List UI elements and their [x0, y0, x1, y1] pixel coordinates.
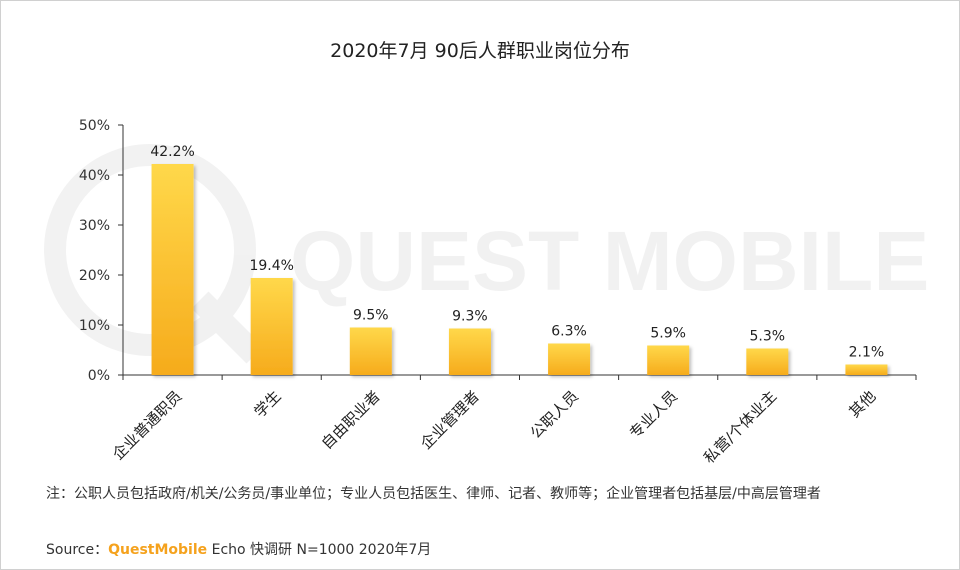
- x-tick-label: 学生: [251, 387, 285, 421]
- bar: [548, 343, 591, 375]
- x-tick-label: 自由职业者: [318, 387, 384, 453]
- y-tick-label: 40%: [79, 168, 110, 184]
- data-label: 42.2%: [150, 144, 194, 160]
- data-label: 5.9%: [650, 326, 686, 342]
- data-label: 9.3%: [452, 309, 488, 325]
- bar: [746, 348, 789, 375]
- bar: [250, 278, 293, 375]
- data-label: 2.1%: [849, 345, 885, 361]
- y-tick-label: 10%: [79, 318, 110, 334]
- data-label: 5.3%: [750, 329, 786, 345]
- data-label: 6.3%: [551, 324, 587, 340]
- bar-chart: 0% 10% 20% 30% 40% 50% 42.2% 企业普通职员 19.4% 学生 9.5% 自…: [79, 118, 917, 467]
- bar: [845, 364, 888, 375]
- source-suffix: Echo 快调研 N=1000 2020年7月: [207, 542, 432, 558]
- y-tick-label: 0%: [88, 368, 110, 384]
- source-prefix: Source：: [46, 542, 109, 558]
- x-tick-label: 私营/个体业主: [700, 387, 780, 467]
- x-tick-label: 企业管理者: [417, 387, 483, 453]
- y-tick-label: 20%: [79, 268, 110, 284]
- x-tick-label: 公职人员: [527, 387, 582, 442]
- y-tick-label: 30%: [79, 218, 110, 234]
- data-label: 19.4%: [249, 258, 293, 274]
- data-label: 9.5%: [353, 308, 389, 324]
- source-line: Source：QuestMobile Echo 快调研 N=1000 2020年…: [46, 539, 431, 559]
- chart-footnote: 注：公职人员包括政府/机关/公务员/事业单位；专业人员包括医生、律师、记者、教师…: [46, 486, 821, 502]
- x-tick-label: 其他: [845, 387, 879, 421]
- bar: [349, 327, 392, 375]
- watermark-text: QUEST MOBILE: [290, 214, 929, 308]
- y-tick-label: 50%: [79, 118, 110, 134]
- x-tick-label: 企业普通职员: [109, 387, 185, 463]
- bar: [647, 345, 690, 375]
- bar: [151, 164, 194, 375]
- source-brand: QuestMobile: [108, 542, 208, 558]
- x-tick-label: 专业人员: [626, 387, 681, 442]
- bar: [448, 328, 491, 375]
- chart-title: 2020年7月 90后人群职业岗位分布: [330, 40, 630, 62]
